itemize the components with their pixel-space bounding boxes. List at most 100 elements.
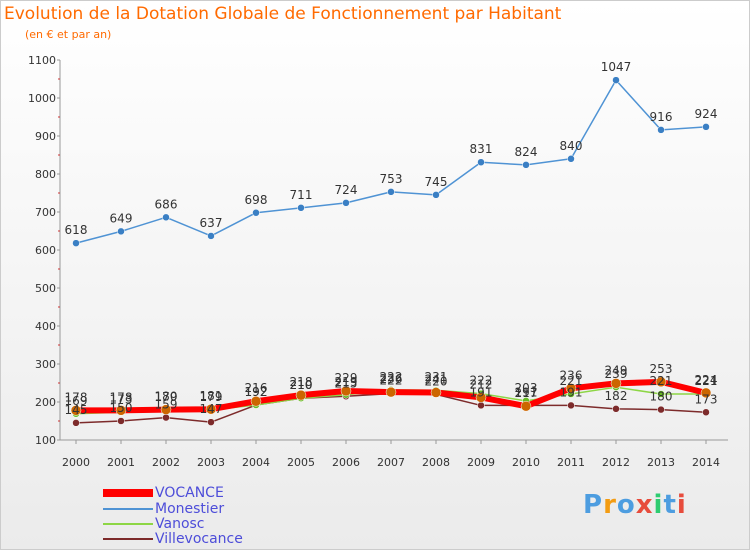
data-label-monestier: 831 [470, 142, 493, 156]
data-point-vocance [475, 392, 487, 403]
data-point-monestier [207, 232, 215, 240]
data-label-vocance: 229 [335, 371, 358, 385]
data-label-monestier: 724 [335, 183, 358, 197]
data-point-vocance [205, 403, 217, 415]
data-point-villevocance [162, 413, 170, 422]
data-point-monestier [252, 209, 260, 217]
chart-subtitle: (en € et par an) [25, 28, 112, 41]
legend-swatch [103, 508, 153, 510]
data-label-vanosc: 222 [380, 370, 403, 384]
data-point-vocance [430, 387, 442, 398]
data-label-monestier: 840 [560, 139, 583, 153]
data-label-monestier: 924 [695, 107, 718, 121]
data-point-vocance [70, 405, 82, 416]
data-label-monestier: 753 [380, 172, 403, 186]
data-point-vocance [295, 389, 307, 401]
data-label-villevocance: 159 [155, 398, 178, 412]
data-label-vocance: 178 [65, 390, 88, 404]
x-tick-label: 2002 [152, 456, 180, 469]
data-point-monestier [162, 213, 170, 222]
x-tick-label: 2005 [287, 456, 315, 469]
y-tick-label: 100 [35, 434, 56, 447]
data-label-vanosc: 173 [110, 392, 133, 406]
data-label-vanosc: 231 [425, 370, 448, 384]
data-point-monestier [342, 199, 350, 207]
data-label-villevocance: 192 [245, 385, 268, 399]
series-line-monestier [75, 79, 707, 244]
data-point-monestier [387, 188, 395, 196]
data-label-villevocance: 191 [560, 385, 583, 399]
data-label-vocance: 212 [470, 377, 493, 391]
data-point-villevocance [657, 405, 665, 414]
data-label-monestier: 618 [65, 223, 88, 237]
data-label-vocance: 241 [425, 373, 448, 387]
data-label-vocance: 218 [290, 375, 313, 389]
data-point-monestier [117, 227, 125, 236]
y-tick-label: 300 [35, 358, 56, 371]
data-point-monestier [612, 76, 620, 84]
data-label-vanosc: 222 [470, 374, 493, 388]
data-point-villevocance [567, 401, 575, 410]
data-point-monestier [297, 204, 305, 212]
data-label-vocance: 253 [650, 362, 673, 376]
data-label-villevocance: 145 [65, 403, 88, 417]
data-point-monestier [432, 191, 440, 199]
x-tick-label: 2014 [692, 456, 720, 469]
legend-item-vanosc: Vanosc [103, 516, 363, 532]
x-tick-label: 2003 [197, 456, 225, 469]
data-label-vocance: 217 [515, 386, 538, 400]
data-point-vocance [655, 376, 667, 388]
data-label-vocance: 249 [605, 363, 628, 377]
data-label-vocance: 216 [245, 381, 268, 395]
y-tick-label: 500 [35, 282, 56, 295]
legend-item-monestier: Monestier [103, 501, 363, 517]
x-tick-label: 2000 [62, 456, 90, 469]
data-point-vocance [520, 400, 532, 412]
y-tick-label: 700 [35, 206, 56, 219]
y-tick-label: 1000 [28, 92, 56, 105]
data-label-vocance: 236 [380, 372, 403, 386]
legend-item-villevocance: Villevocance [103, 531, 363, 547]
data-label-monestier: 649 [110, 211, 133, 225]
data-label-monestier: 686 [155, 197, 178, 211]
data-label-monestier: 698 [245, 193, 268, 207]
data-label-monestier: 824 [515, 145, 538, 159]
y-tick-label: 400 [35, 320, 56, 333]
chart-title: Evolution de la Dotation Globale de Fonc… [4, 4, 562, 24]
x-tick-label: 2010 [512, 456, 540, 469]
data-point-villevocance [72, 419, 80, 427]
data-label-villevocance: 222 [380, 374, 403, 388]
x-tick-label: 2013 [647, 456, 675, 469]
data-label-villevocance: 191 [515, 385, 538, 399]
x-tick-label: 2008 [422, 456, 450, 469]
data-label-monestier: 1047 [601, 60, 632, 74]
data-label-vocance: 236 [560, 368, 583, 382]
x-tick-label: 2011 [557, 456, 585, 469]
legend-label: Monestier [155, 501, 225, 517]
x-tick-label: 2007 [377, 456, 405, 469]
data-point-monestier [477, 158, 485, 166]
data-point-monestier [522, 161, 530, 169]
data-label-villevocance: 150 [110, 401, 133, 415]
data-label-vanosc: 221 [560, 374, 583, 388]
data-point-vanosc [657, 390, 665, 398]
data-label-monestier: 711 [290, 188, 313, 202]
legend-label: VOCANCE [155, 485, 224, 501]
legend-label: Vanosc [155, 516, 205, 532]
x-tick-label: 2009 [467, 456, 495, 469]
data-label-vanosc: 221 [695, 374, 718, 388]
data-point-monestier [72, 239, 80, 247]
data-point-villevocance [612, 405, 620, 413]
data-point-vocance [385, 386, 397, 398]
x-tick-label: 2001 [107, 456, 135, 469]
data-label-monestier: 916 [650, 110, 673, 124]
data-point-villevocance [477, 401, 485, 410]
data-label-villevocance: 147 [200, 402, 223, 416]
data-point-monestier [657, 126, 665, 134]
data-label-monestier: 745 [425, 175, 448, 189]
data-label-vanosc: 169 [65, 394, 88, 408]
data-label-villevocance: 182 [605, 389, 628, 403]
data-label-villevocance: 215 [335, 376, 358, 390]
